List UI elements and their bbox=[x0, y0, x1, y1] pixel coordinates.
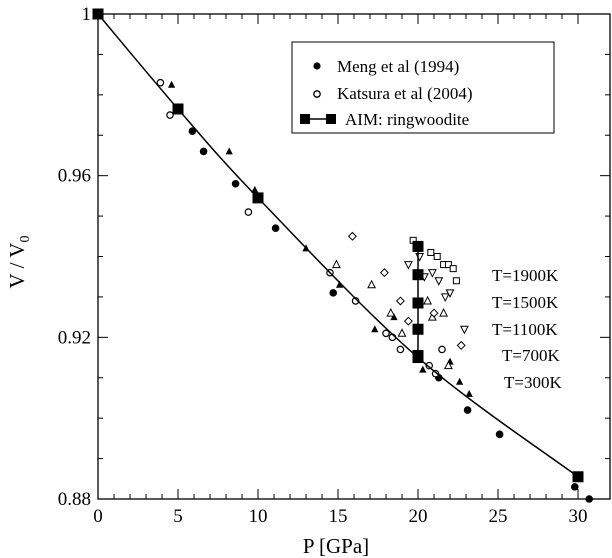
katsura-point bbox=[244, 208, 253, 216]
aim-point bbox=[252, 192, 264, 204]
katsura-point bbox=[166, 111, 174, 119]
isotherm-point-4 bbox=[444, 261, 452, 269]
isotherm-point-4 bbox=[449, 265, 457, 273]
aim-curve bbox=[97, 13, 579, 478]
isotherm-stack-square bbox=[412, 269, 424, 281]
aim-point bbox=[172, 103, 184, 115]
legend-label-katsura: Katsura et al (2004) bbox=[337, 84, 472, 103]
meng-point bbox=[585, 495, 593, 503]
isotherm-point-3 bbox=[403, 316, 413, 326]
isotherm-point-1 bbox=[423, 295, 433, 305]
isotherm-point-1 bbox=[386, 307, 396, 317]
legend-marker-aim-left bbox=[300, 114, 310, 124]
isotherm-point-4 bbox=[452, 277, 460, 285]
meng-point bbox=[271, 224, 280, 233]
y-axis-title: V / V0 bbox=[5, 236, 33, 289]
y-tick-label: 0.96 bbox=[58, 166, 91, 187]
isotherm-point-0 bbox=[251, 185, 259, 193]
x-tick-labels: 0 5 10 15 20 25 30 bbox=[93, 506, 587, 527]
isotherm-point-0 bbox=[225, 147, 233, 155]
isotherm-point-1 bbox=[331, 259, 341, 269]
data-marks bbox=[92, 8, 593, 503]
meng-point bbox=[188, 127, 197, 136]
meng-point bbox=[495, 430, 504, 439]
isotherm-point-3 bbox=[347, 231, 357, 241]
annotation-t700: T=700K bbox=[502, 346, 560, 365]
isotherm-point-1 bbox=[443, 360, 453, 370]
katsura-point bbox=[425, 361, 434, 370]
x-tick-label: 15 bbox=[329, 506, 348, 527]
axis-ticks bbox=[97, 13, 610, 500]
isotherm-point-3 bbox=[379, 268, 389, 278]
katsura-point bbox=[156, 78, 165, 87]
aim-point bbox=[92, 8, 104, 20]
y-axis-title-subscript: 0 bbox=[18, 236, 33, 243]
aim-point bbox=[412, 352, 424, 364]
isotherm-point-0 bbox=[456, 377, 464, 385]
isotherm-point-0 bbox=[371, 325, 379, 333]
katsura-point bbox=[396, 345, 405, 354]
annotation-t300: T=300K bbox=[504, 373, 562, 392]
legend-marker-aim-right bbox=[326, 114, 336, 124]
annotation-t1900: T=1900K bbox=[492, 266, 559, 285]
isotherm-point-2 bbox=[440, 293, 450, 303]
x-tick-label: 0 bbox=[93, 506, 103, 527]
legend: Meng et al (1994) Katsura et al (2004) A… bbox=[291, 41, 555, 134]
y-tick-labels: 0.88 0.92 0.96 1 bbox=[58, 4, 91, 510]
isotherm-point-2 bbox=[434, 277, 444, 286]
isotherm-point-0 bbox=[168, 80, 176, 88]
x-tick-label: 25 bbox=[489, 506, 508, 527]
isotherm-stack-square bbox=[412, 297, 424, 309]
isotherm-point-2 bbox=[427, 269, 437, 278]
x-tick-label: 30 bbox=[569, 506, 588, 527]
katsura-point bbox=[382, 329, 390, 338]
aim-point bbox=[572, 471, 584, 483]
annotation-t1500: T=1500K bbox=[492, 293, 559, 312]
isotherm-point-2 bbox=[445, 289, 455, 298]
annotation-t1100: T=1100K bbox=[492, 320, 558, 339]
meng-point bbox=[571, 483, 579, 491]
meng-point bbox=[463, 406, 472, 414]
isotherm-point-1 bbox=[439, 307, 449, 317]
legend-marker-meng bbox=[313, 62, 321, 70]
isotherm-point-1 bbox=[367, 279, 377, 289]
legend-marker-katsura bbox=[313, 90, 321, 98]
isotherm-point-0 bbox=[336, 280, 344, 288]
isotherm-stack-square bbox=[412, 240, 424, 252]
x-tick-label: 10 bbox=[249, 506, 268, 527]
legend-label-meng: Meng et al (1994) bbox=[337, 57, 459, 76]
isotherm-point-3 bbox=[395, 296, 405, 306]
isotherm-point-0 bbox=[465, 389, 473, 397]
y-tick-label: 0.92 bbox=[58, 327, 91, 348]
isotherm-point-3 bbox=[456, 340, 466, 350]
isotherm-point-3 bbox=[429, 308, 439, 318]
legend-label-aim: AIM: ringwoodite bbox=[345, 110, 469, 129]
isotherm-point-4 bbox=[433, 253, 441, 260]
meng-point bbox=[199, 147, 208, 156]
isotherm-point-2 bbox=[415, 253, 425, 262]
isotherm-point-2 bbox=[403, 261, 413, 270]
meng-point bbox=[231, 179, 240, 188]
x-tick-label: 20 bbox=[409, 506, 428, 527]
isotherm-point-0 bbox=[419, 365, 427, 373]
y-axis-title-main: V / V bbox=[5, 243, 29, 289]
y-tick-label: 1 bbox=[82, 4, 92, 25]
isotherm-point-1 bbox=[397, 328, 407, 337]
y-tick-label: 0.88 bbox=[58, 489, 91, 510]
x-axis-title: P [GPa] bbox=[303, 534, 369, 558]
meng-point bbox=[329, 289, 338, 297]
isotherm-stack-square bbox=[412, 323, 424, 335]
isotherm-point-0 bbox=[390, 313, 398, 321]
isotherm-point-2 bbox=[459, 325, 469, 335]
katsura-point bbox=[438, 345, 446, 354]
katsura-point bbox=[431, 369, 440, 378]
isotherm-point-4 bbox=[427, 248, 435, 256]
x-tick-label: 5 bbox=[173, 506, 183, 527]
